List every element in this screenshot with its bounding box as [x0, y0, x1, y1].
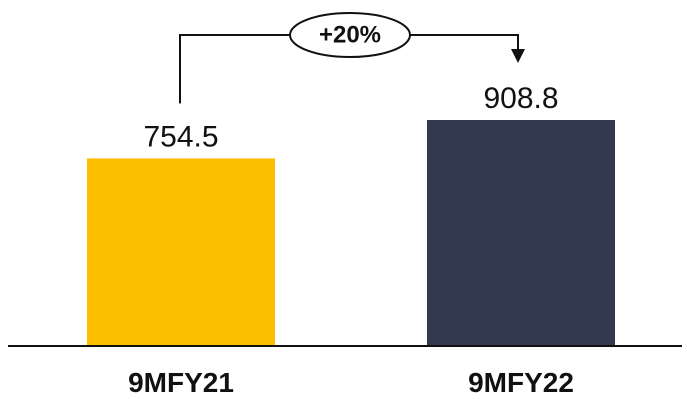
value-labels-group: 754.5 908.8: [143, 82, 558, 153]
bars-group: [87, 120, 615, 346]
growth-arrow-icon: [511, 49, 525, 63]
bar-9mfy22: [427, 120, 615, 346]
growth-connector: +20%: [179, 12, 525, 104]
category-label-9mfy21: 9MFY21: [128, 367, 234, 398]
category-label-9mfy22: 9MFY22: [468, 367, 574, 398]
value-label-9mfy21: 754.5: [143, 120, 218, 153]
growth-label: +20%: [319, 21, 381, 48]
value-label-9mfy22: 908.8: [483, 82, 558, 115]
bar-9mfy21: [87, 158, 275, 346]
growth-badge: [289, 12, 411, 58]
category-labels-group: 9MFY21 9MFY22: [128, 367, 574, 398]
